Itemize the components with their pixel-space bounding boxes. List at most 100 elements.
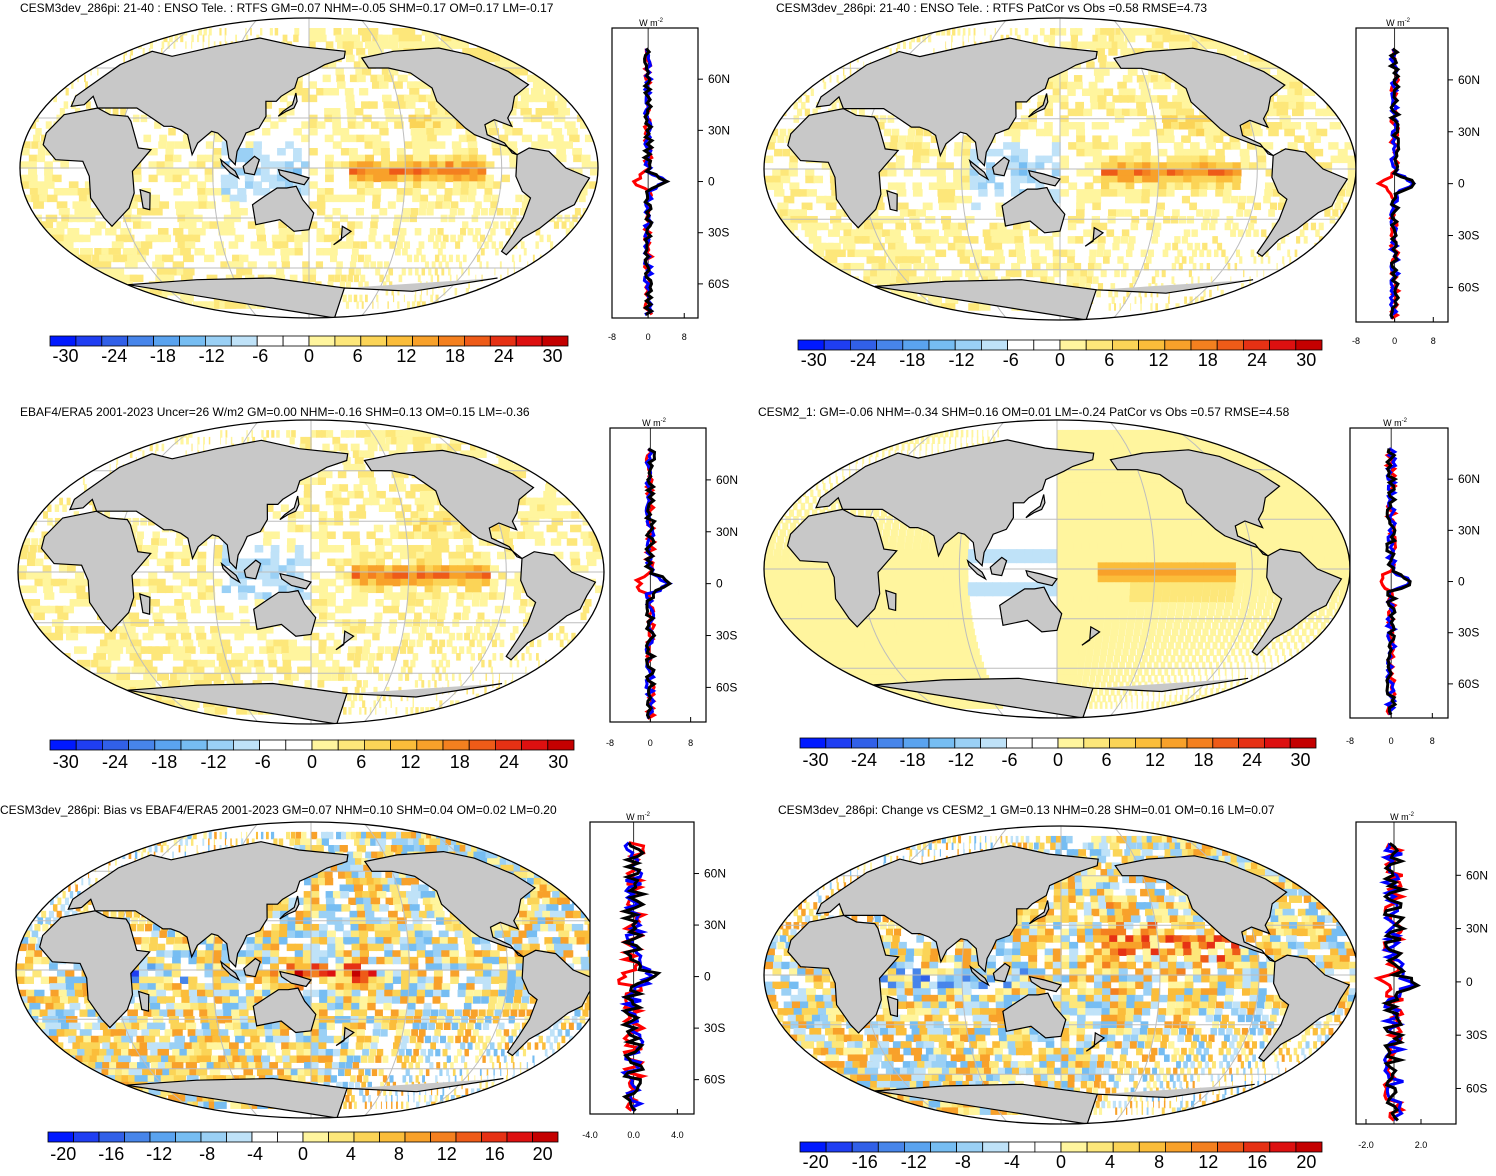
field-cell: [1253, 256, 1257, 264]
field-cell: [909, 256, 922, 264]
field-cell: [286, 544, 296, 553]
field-cell: [1212, 209, 1220, 217]
field-cell: [820, 242, 834, 251]
field-cell: [234, 666, 245, 675]
field-cell: [1120, 236, 1129, 244]
field-cell: [842, 289, 861, 298]
field-cell: [1125, 28, 1137, 36]
field-cell: [384, 673, 390, 681]
field-cell: [180, 274, 193, 283]
field-cell: [869, 276, 885, 284]
field-cell: [813, 175, 824, 184]
field-cell: [559, 626, 565, 634]
colorbar-swatch: [49, 335, 77, 347]
field-cell: [444, 188, 453, 196]
field-cell: [1158, 101, 1170, 110]
field-cell: [164, 565, 174, 573]
field-cell: [1018, 162, 1028, 170]
field-cell: [105, 108, 111, 116]
field-cell: [1086, 429, 1096, 438]
field-cell: [437, 228, 444, 236]
field-cell: [173, 188, 183, 196]
field-cell: [383, 551, 393, 560]
field-cell: [353, 61, 363, 69]
panel-title: CESM3dev_286pi: 21-40 : ENSO Tele. : RTF…: [776, 1, 1207, 15]
field-cell: [77, 680, 94, 688]
field-cell: [592, 544, 603, 553]
field-cell: [492, 673, 494, 681]
field-cell: [889, 142, 898, 150]
field-cell: [955, 242, 966, 251]
field-cell: [413, 168, 423, 176]
field-cell: [1215, 148, 1225, 157]
field-cell: [1141, 182, 1151, 190]
colorbar-swatch: [515, 335, 543, 347]
field-cell: [492, 221, 499, 229]
field-cell: [53, 188, 64, 196]
field-cell: [82, 477, 85, 485]
field-cell: [132, 174, 142, 183]
field-cell: [1075, 108, 1085, 117]
field-cell: [327, 281, 334, 289]
field-cell: [208, 34, 210, 43]
field-cell: [140, 646, 153, 654]
lat-label: 30N: [708, 123, 730, 137]
field-cell: [1110, 283, 1116, 291]
field-cell: [928, 276, 941, 284]
field-cell: [296, 497, 305, 506]
field-cell: [772, 169, 782, 177]
field-cell: [498, 700, 505, 708]
field-cell: [345, 430, 355, 438]
field-cell: [212, 161, 222, 169]
field-cell: [1240, 162, 1250, 170]
field-cell: [415, 41, 428, 49]
field-cell: [447, 443, 462, 452]
field-cell: [97, 68, 99, 76]
field-cell: [514, 578, 523, 587]
field-cell: [1268, 128, 1279, 137]
field-cell: [1065, 41, 1073, 49]
field-cell: [197, 188, 207, 196]
field-cell: [905, 142, 914, 150]
field-cell: [484, 707, 494, 715]
field-cell: [1210, 303, 1218, 311]
field-cell: [412, 188, 421, 196]
field-cell: [98, 450, 103, 458]
field-cell: [318, 612, 328, 621]
field-cell: [441, 511, 452, 519]
field-cell: [263, 538, 272, 546]
field-cell: [185, 450, 187, 458]
field-cell: [182, 234, 193, 243]
field-cell: [461, 268, 464, 276]
field-cell: [1003, 142, 1012, 150]
field-cell: [364, 436, 375, 445]
field-cell: [28, 168, 38, 176]
field-cell: [438, 673, 442, 681]
field-cell: [896, 41, 901, 49]
field-cell: [186, 221, 197, 229]
field-cell: [465, 585, 474, 594]
south-america-landmass: [1256, 148, 1349, 257]
field-cell: [1011, 142, 1020, 150]
field-cell: [1052, 249, 1061, 258]
field-cell: [1194, 242, 1201, 251]
field-cell: [206, 201, 216, 209]
field-cell: [472, 551, 483, 560]
field-cell: [399, 228, 407, 236]
field-cell: [210, 626, 220, 634]
field-cell: [56, 201, 68, 209]
field-cell: [311, 572, 320, 580]
colorbar-label: 30: [1296, 350, 1316, 370]
field-cell: [84, 74, 86, 83]
field-cell: [303, 497, 312, 506]
field-cell: [460, 524, 471, 533]
field-cell: [457, 572, 467, 580]
field-cell: [451, 673, 455, 681]
field-cell: [873, 256, 887, 264]
field-cell: [190, 234, 201, 243]
field-cell: [415, 430, 430, 438]
field-cell: [1010, 169, 1020, 177]
field-cell: [284, 161, 294, 169]
field-cell: [986, 162, 996, 170]
field-cell: [504, 128, 515, 136]
